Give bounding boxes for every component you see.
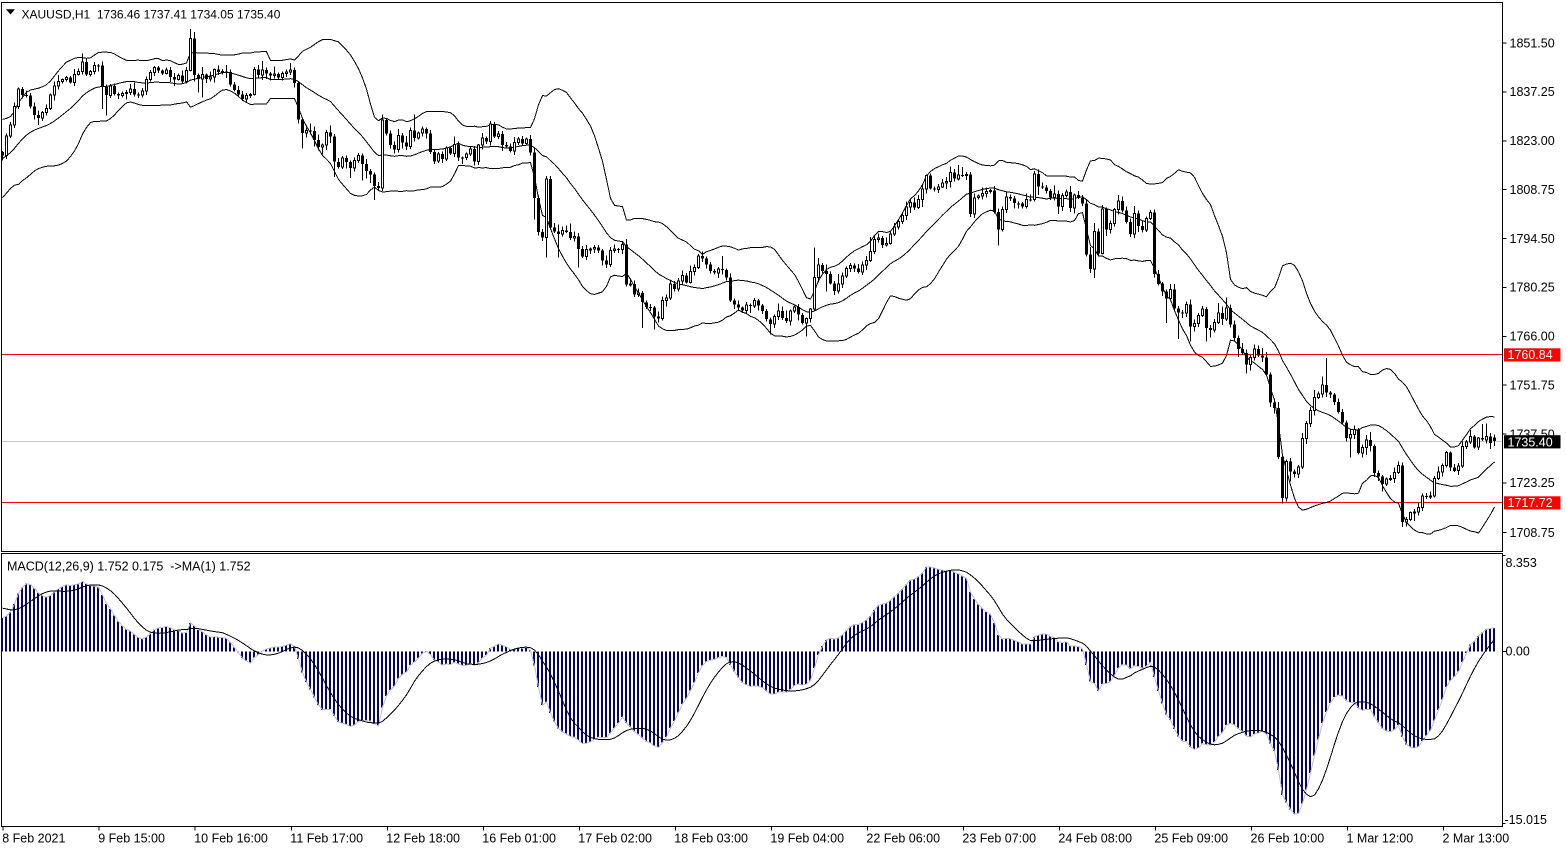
svg-text:1766.00: 1766.00 xyxy=(1510,330,1555,344)
svg-text:8.353: 8.353 xyxy=(1506,556,1537,570)
svg-text:10 Feb 16:00: 10 Feb 16:00 xyxy=(194,831,268,845)
svg-text:1851.50: 1851.50 xyxy=(1510,36,1555,50)
svg-text:1823.00: 1823.00 xyxy=(1510,134,1555,148)
svg-text:MACD(12,26,9) 1.752 0.175 ->M: MACD(12,26,9) 1.752 0.175 ->MA(1) 1.752 xyxy=(7,560,251,574)
svg-text:16 Feb 01:00: 16 Feb 01:00 xyxy=(482,831,556,845)
svg-text:18 Feb 03:00: 18 Feb 03:00 xyxy=(674,831,748,845)
svg-text:1717.72: 1717.72 xyxy=(1508,496,1553,510)
svg-text:1837.25: 1837.25 xyxy=(1510,85,1555,99)
svg-text:1708.75: 1708.75 xyxy=(1510,526,1555,540)
svg-text:1751.75: 1751.75 xyxy=(1510,378,1555,392)
svg-text:2 Mar 13:00: 2 Mar 13:00 xyxy=(1443,831,1510,845)
svg-text:XAUUSD,H1 1736.46 1737.41 173: XAUUSD,H1 1736.46 1737.41 1734.05 1735.4… xyxy=(22,7,281,21)
svg-text:9 Feb 15:00: 9 Feb 15:00 xyxy=(98,831,165,845)
svg-text:1735.40: 1735.40 xyxy=(1508,435,1553,449)
svg-text:8 Feb 2021: 8 Feb 2021 xyxy=(2,831,65,845)
svg-text:0.00: 0.00 xyxy=(1506,645,1530,659)
svg-text:1780.25: 1780.25 xyxy=(1510,281,1555,295)
svg-text:26 Feb 10:00: 26 Feb 10:00 xyxy=(1251,831,1325,845)
svg-text:1794.50: 1794.50 xyxy=(1510,232,1555,246)
svg-text:1 Mar 12:00: 1 Mar 12:00 xyxy=(1347,831,1414,845)
svg-text:25 Feb 09:00: 25 Feb 09:00 xyxy=(1154,831,1228,845)
svg-text:23 Feb 07:00: 23 Feb 07:00 xyxy=(962,831,1036,845)
svg-text:1760.84: 1760.84 xyxy=(1508,348,1553,362)
svg-text:19 Feb 04:00: 19 Feb 04:00 xyxy=(770,831,844,845)
svg-text:24 Feb 08:00: 24 Feb 08:00 xyxy=(1058,831,1132,845)
svg-text:17 Feb 02:00: 17 Feb 02:00 xyxy=(578,831,652,845)
svg-text:1808.75: 1808.75 xyxy=(1510,183,1555,197)
svg-text:-15.015: -15.015 xyxy=(1505,813,1547,827)
svg-text:11 Feb 17:00: 11 Feb 17:00 xyxy=(290,831,363,845)
svg-text:22 Feb 06:00: 22 Feb 06:00 xyxy=(866,831,940,845)
svg-text:12 Feb 18:00: 12 Feb 18:00 xyxy=(386,831,460,845)
svg-text:1723.25: 1723.25 xyxy=(1510,476,1555,490)
